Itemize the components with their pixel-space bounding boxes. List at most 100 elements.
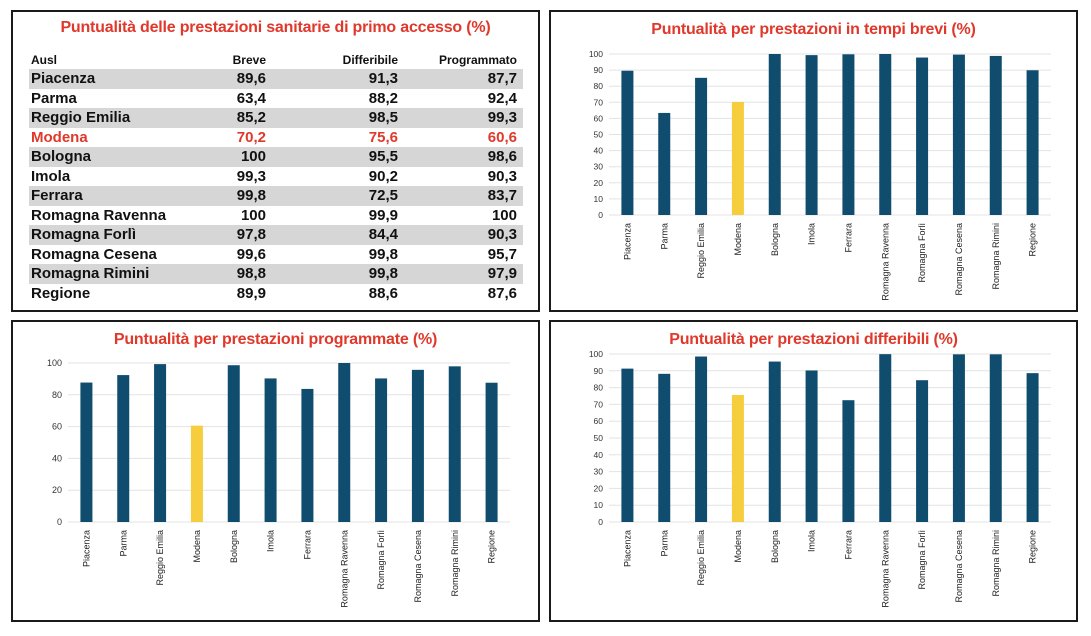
cell-breve: 89,9 — [236, 284, 266, 302]
x-tick-label: Romagna Forlì — [917, 223, 927, 283]
bar — [1026, 373, 1039, 522]
y-tick-label: 20 — [594, 483, 604, 493]
cell-programmato: 98,6 — [487, 148, 517, 165]
bar — [916, 57, 929, 216]
bar — [879, 54, 892, 215]
cell-ausl: Modena — [31, 128, 88, 146]
bar — [485, 382, 498, 522]
chart-panel-breve: Puntualità per prestazioni in tempi brev… — [549, 10, 1078, 312]
table-row: Parma 63,4 88,2 92,4 — [29, 89, 523, 109]
x-tick-label: Imola — [266, 530, 276, 552]
x-tick-label: Romagna Ravenna — [880, 223, 890, 301]
table-row: Bologna 100 95,5 98,6 — [29, 147, 523, 167]
x-tick-label: Ferrara — [843, 530, 853, 560]
x-tick-label: Bologna — [229, 530, 239, 563]
cell-breve: 97,8 — [236, 226, 266, 243]
bar — [952, 354, 965, 522]
x-tick-label: Romagna Cesena — [954, 223, 964, 296]
header-programmato: Programmato — [438, 53, 517, 67]
x-tick-label: Piacenza — [81, 530, 91, 567]
y-tick-label: 60 — [594, 416, 604, 426]
y-tick-label: 0 — [598, 517, 603, 527]
cell-ausl: Ferrara — [31, 187, 83, 204]
bar — [227, 365, 240, 522]
x-tick-label: Bologna — [770, 223, 780, 256]
chart-panel-differibile: Puntualità per prestazioni differibili (… — [549, 320, 1078, 622]
table-row: Imola 99,3 90,2 90,3 — [29, 167, 523, 187]
bar — [117, 375, 130, 522]
cell-breve: 99,6 — [236, 245, 266, 263]
y-tick-label: 100 — [47, 358, 62, 368]
bar — [695, 356, 708, 522]
bar-highlight — [731, 101, 744, 215]
x-tick-label: Romagna Cesena — [954, 530, 964, 603]
table-panel: Puntualità delle prestazioni sanitarie d… — [11, 10, 540, 312]
table-row: Piacenza 89,6 91,3 87,7 — [29, 69, 523, 89]
cell-differibile: 99,8 — [368, 265, 398, 282]
x-tick-label: Parma — [659, 530, 669, 557]
cell-breve: 70,2 — [236, 128, 266, 146]
bar — [805, 55, 818, 215]
table-row: Romagna Cesena 99,6 99,8 95,7 — [29, 245, 523, 265]
table-row: Romagna Ravenna 100 99,9 100 — [29, 206, 523, 226]
x-tick-label: Regione — [487, 530, 497, 564]
table-row: Ferrara 99,8 72,5 83,7 — [29, 186, 523, 206]
bar — [1026, 70, 1039, 215]
cell-differibile: 99,9 — [368, 206, 398, 224]
x-tick-label: Romagna Rimini — [991, 530, 1001, 597]
cell-programmato: 83,7 — [487, 187, 517, 204]
bar — [989, 354, 1002, 522]
x-tick-label: Romagna Rimini — [450, 530, 460, 597]
chart-title-programmato: Puntualità per prestazioni programmate (… — [113, 331, 438, 348]
y-tick-label: 80 — [594, 81, 604, 91]
bar — [80, 382, 93, 522]
cell-differibile: 95,5 — [368, 148, 398, 165]
table-header: Ausl Breve Differibile Programmato — [29, 52, 523, 69]
y-tick-label: 100 — [589, 49, 603, 59]
y-tick-label: 30 — [594, 162, 604, 172]
y-tick-label: 20 — [52, 485, 62, 495]
bar-chart-differibile: 0 10 20 30 40 50 60 70 80 90 100 Piacenza Parma Reggi… — [589, 349, 1051, 608]
y-tick-label: 10 — [594, 500, 604, 510]
y-tick-label: 20 — [594, 178, 604, 188]
bar — [842, 400, 855, 522]
bar — [916, 380, 929, 522]
cell-breve: 85,2 — [236, 109, 266, 126]
table-row: Romagna Forlì 97,8 84,4 90,3 — [29, 225, 523, 245]
cell-programmato: 87,7 — [487, 70, 517, 87]
cell-differibile: 91,3 — [368, 70, 398, 87]
header-ausl: Ausl — [31, 53, 58, 67]
chart-title-breve: Puntualità per prestazioni in tempi brev… — [651, 21, 976, 38]
y-tick-label: 40 — [594, 450, 604, 460]
y-tick-label: 80 — [52, 390, 62, 400]
y-tick-label: 50 — [594, 433, 604, 443]
y-tick-label: 10 — [594, 194, 604, 204]
x-tick-label: Romagna Forlì — [376, 530, 386, 590]
cell-programmato: 90,3 — [487, 167, 517, 185]
x-tick-label: Romagna Rimini — [991, 223, 1001, 290]
chart-title-differibile: Puntualità per prestazioni differibili (… — [669, 331, 958, 348]
y-tick-label: 0 — [57, 517, 62, 527]
cell-breve: 89,6 — [236, 70, 266, 87]
cell-programmato: 92,4 — [487, 89, 517, 107]
bar — [658, 373, 671, 522]
bar-chart-breve: 0 10 20 30 40 50 60 70 80 90 100 Piacenza Parma Reggi… — [589, 49, 1051, 301]
y-tick-label: 40 — [594, 146, 604, 156]
y-tick-label: 100 — [589, 349, 603, 359]
cell-programmato: 87,6 — [487, 284, 517, 302]
y-tick-label: 30 — [594, 467, 604, 477]
cell-breve: 100 — [240, 148, 266, 165]
bar — [952, 54, 965, 216]
cell-breve: 99,3 — [236, 167, 266, 185]
bar — [154, 364, 167, 522]
bar — [768, 361, 781, 522]
cell-programmato: 60,6 — [487, 128, 517, 146]
header-differibile: Differibile — [342, 53, 398, 67]
cell-breve: 63,4 — [236, 89, 266, 107]
y-tick-label: 60 — [594, 113, 604, 123]
table-row: Regione 89,9 88,6 87,6 — [29, 284, 523, 304]
x-tick-label: Romagna Cesena — [413, 530, 423, 603]
cell-breve: 99,8 — [236, 187, 266, 204]
bar — [448, 366, 461, 522]
cell-ausl: Imola — [31, 167, 71, 185]
